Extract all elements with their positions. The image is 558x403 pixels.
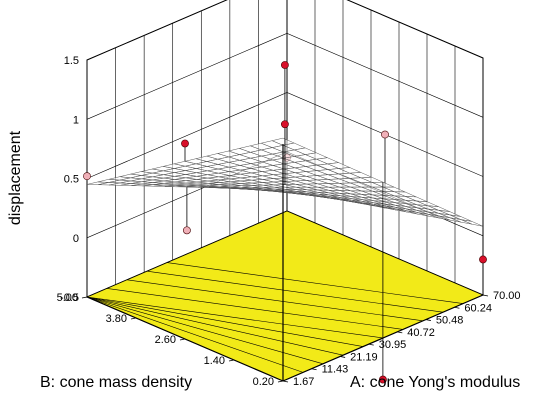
a-tick-label: 40.72 — [407, 327, 435, 339]
b-tick-label: 3.80 — [106, 313, 127, 325]
a-tick-label: 11.43 — [322, 364, 349, 376]
a-tick-mark — [483, 295, 488, 296]
z-tick-label: 1.5 — [64, 55, 79, 67]
a-tick-mark — [283, 381, 288, 382]
y-axis-label: B: cone mass density — [40, 374, 192, 391]
b-tick-mark — [278, 381, 283, 382]
z-tick-label: 0.5 — [64, 174, 79, 186]
a-tick-label: 70.00 — [493, 290, 521, 302]
floor-plane — [87, 211, 483, 381]
a-tick-label: 60.24 — [464, 302, 492, 314]
design-point — [381, 131, 388, 138]
a-tick-label: 50.48 — [436, 315, 464, 327]
b-tick-mark — [82, 297, 87, 298]
design-point — [479, 256, 486, 263]
b-tick-label: 1.40 — [204, 355, 225, 367]
b-tick-label: 2.60 — [155, 334, 176, 346]
x-axis-label: A: cone Yong's modulus — [350, 374, 520, 391]
a-tick-mark — [397, 332, 402, 333]
b-tick-label: 0.20 — [253, 376, 274, 388]
design-point — [183, 227, 190, 234]
design-point — [281, 121, 288, 128]
a-tick-label: 30.95 — [379, 339, 407, 351]
a-tick-mark — [426, 320, 431, 321]
z-tick-label: 1 — [73, 114, 79, 126]
design-point — [181, 140, 188, 147]
z-tick-label: -0.5 — [60, 292, 79, 304]
b-tick-mark — [180, 339, 185, 340]
floor-contour-plane — [87, 211, 483, 381]
z-tick-label: 0 — [73, 233, 79, 245]
wall-z-grid-line — [87, 0, 483, 60]
b-tick-mark — [131, 318, 136, 319]
z-axis-label: displacement — [7, 130, 24, 225]
design-point — [281, 61, 288, 68]
a-tick-mark — [340, 356, 345, 357]
b-tick-mark — [229, 360, 234, 361]
a-tick-label: 21.19 — [350, 351, 378, 363]
a-tick-label: 1.67 — [293, 376, 314, 388]
a-tick-mark — [312, 369, 317, 370]
design-point — [83, 173, 90, 180]
a-tick-mark — [369, 344, 374, 345]
a-tick-mark — [454, 307, 459, 308]
